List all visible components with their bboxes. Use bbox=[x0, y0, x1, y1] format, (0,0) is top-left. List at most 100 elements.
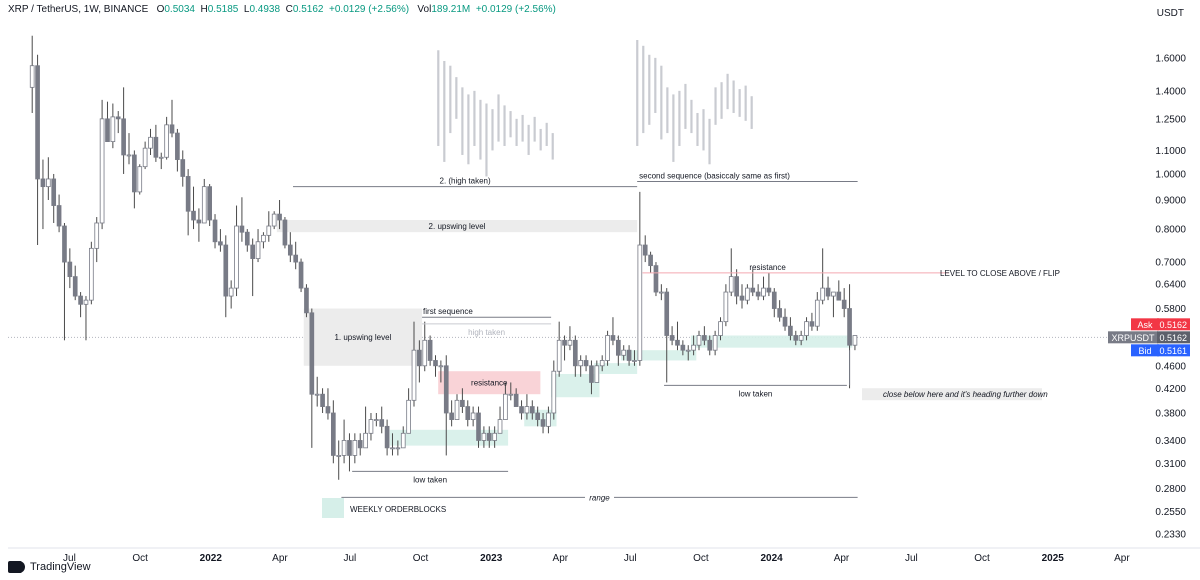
time-tick-label: Apr bbox=[272, 553, 288, 564]
candle-down bbox=[610, 335, 616, 341]
ghost-bar bbox=[533, 116, 536, 142]
bid-tag-value-bg bbox=[1157, 344, 1190, 357]
price-tick-label: 0.3800 bbox=[1155, 408, 1186, 419]
resistance-label: resistance bbox=[749, 263, 786, 272]
candle-up bbox=[126, 154, 132, 157]
candle-down bbox=[755, 291, 761, 297]
candle-down bbox=[739, 295, 745, 301]
tradingview-brand[interactable]: TradingView bbox=[8, 561, 91, 573]
candle-down bbox=[105, 118, 110, 143]
candle-down bbox=[153, 136, 159, 158]
ghost-bar bbox=[726, 73, 729, 110]
ghost-bar bbox=[666, 87, 669, 134]
price-tick-label: 0.2330 bbox=[1155, 529, 1186, 540]
ghost-bar bbox=[479, 99, 482, 160]
candle-up bbox=[255, 241, 261, 259]
symbol-tag-label: XRPUSDT bbox=[1111, 333, 1155, 343]
candle-down bbox=[664, 291, 670, 336]
candle-down bbox=[847, 308, 852, 346]
time-tick-label: Oct bbox=[413, 553, 429, 564]
candle-down bbox=[771, 291, 777, 309]
candle-down bbox=[777, 308, 782, 318]
candle-up bbox=[814, 299, 820, 327]
candle-up bbox=[454, 399, 460, 420]
candle-up bbox=[470, 412, 476, 420]
candle-up bbox=[341, 440, 347, 456]
ghost-bar bbox=[485, 103, 488, 177]
candle-up bbox=[798, 335, 804, 341]
candle-down bbox=[298, 261, 304, 289]
ghost-bar bbox=[539, 128, 542, 151]
candle-up bbox=[164, 124, 169, 158]
candle-down bbox=[572, 339, 578, 367]
ghost-bar bbox=[497, 94, 500, 142]
candle-up bbox=[148, 136, 153, 149]
time-tick-label: Oct bbox=[693, 553, 709, 564]
volume-change: +0.0129 (+2.56%) bbox=[475, 4, 556, 15]
candle-up bbox=[497, 419, 503, 434]
time-axis[interactable]: Jul Oct 2022 Apr Jul Oct 2023 Apr Jul Oct 2024 Apr J… bbox=[8, 547, 1200, 564]
time-tick-label: Oct bbox=[132, 553, 148, 564]
candle-up bbox=[696, 335, 702, 346]
candle-down bbox=[56, 205, 62, 227]
candle-down bbox=[648, 254, 653, 267]
close-below-label: close below here and it's heading furthe… bbox=[883, 390, 1048, 399]
candle-down bbox=[207, 186, 212, 221]
candle-down bbox=[330, 412, 336, 456]
candle-up bbox=[691, 344, 696, 351]
candle-down bbox=[583, 360, 589, 367]
price-axis[interactable]: 1.6000 1.4000 1.2500 1.1000 1.0000 0.9000 0.80… bbox=[1148, 0, 1200, 580]
candle-up bbox=[718, 321, 723, 336]
symbol-header: XRP / TetherUS, 1W, BINANCE O0.5034 H0.5… bbox=[8, 4, 556, 15]
candle-down bbox=[589, 365, 594, 383]
price-tick-label: 1.0000 bbox=[1155, 169, 1186, 180]
candle-down bbox=[384, 425, 390, 449]
price-tick-label: 0.3100 bbox=[1155, 459, 1186, 470]
candle-down bbox=[347, 440, 352, 456]
candle-down bbox=[675, 339, 680, 346]
candle-down bbox=[680, 344, 686, 351]
currency-unit[interactable]: USDT bbox=[1156, 8, 1184, 19]
price-tick-label: 0.9000 bbox=[1155, 195, 1186, 206]
price-tick-label: 0.7000 bbox=[1155, 258, 1186, 269]
candle-down bbox=[615, 339, 621, 356]
upswing-zone-label: 2. upswing level bbox=[429, 222, 486, 231]
candle-up bbox=[110, 116, 116, 143]
ghost-bar bbox=[521, 114, 524, 142]
candle-down bbox=[132, 154, 137, 193]
high-value: 0.5185 bbox=[207, 4, 239, 15]
annotation-labels: 1. upswing level 2. upswing level resistan… bbox=[322, 171, 1060, 518]
time-tick-label: Apr bbox=[553, 553, 569, 564]
range-label: range bbox=[589, 493, 610, 502]
tradingview-logo-icon bbox=[8, 561, 25, 573]
candle-down bbox=[782, 316, 788, 327]
price-tags: Ask 0.5162 XRPUSDT 0.5162 Bid 0.5161 bbox=[1108, 318, 1190, 357]
candle-down bbox=[40, 178, 46, 188]
upswing-zone-label: 1. upswing level bbox=[334, 333, 391, 342]
candle-up bbox=[820, 287, 826, 301]
candle-up bbox=[438, 365, 444, 368]
candle-down bbox=[734, 276, 739, 297]
range-label-bg bbox=[585, 492, 615, 503]
ghost-bar bbox=[443, 60, 446, 162]
ask-tag-label: Ask bbox=[1137, 320, 1153, 330]
ask-tag-value: 0.5162 bbox=[1159, 320, 1187, 330]
bid-tag-label-bg bbox=[1131, 344, 1159, 357]
change-value: +0.0129 (+2.56%) bbox=[329, 4, 410, 15]
ghost-bars bbox=[437, 39, 753, 177]
candle-up bbox=[637, 244, 643, 361]
price-tick-label: 0.2550 bbox=[1155, 507, 1186, 518]
ghost-bar bbox=[642, 45, 645, 134]
candle-down bbox=[653, 265, 659, 293]
open-value: 0.5034 bbox=[164, 4, 195, 15]
close-label: C bbox=[285, 4, 293, 15]
candle-down bbox=[35, 65, 40, 180]
price-tick-label: 0.8000 bbox=[1155, 225, 1186, 236]
chart-zones bbox=[276, 219, 853, 446]
candle-up bbox=[422, 339, 428, 367]
candle-down bbox=[357, 440, 363, 449]
ghost-bar bbox=[473, 90, 476, 146]
candle-down bbox=[702, 335, 707, 341]
symbol-title[interactable]: XRP / TetherUS, 1W, BINANCE bbox=[8, 4, 149, 15]
